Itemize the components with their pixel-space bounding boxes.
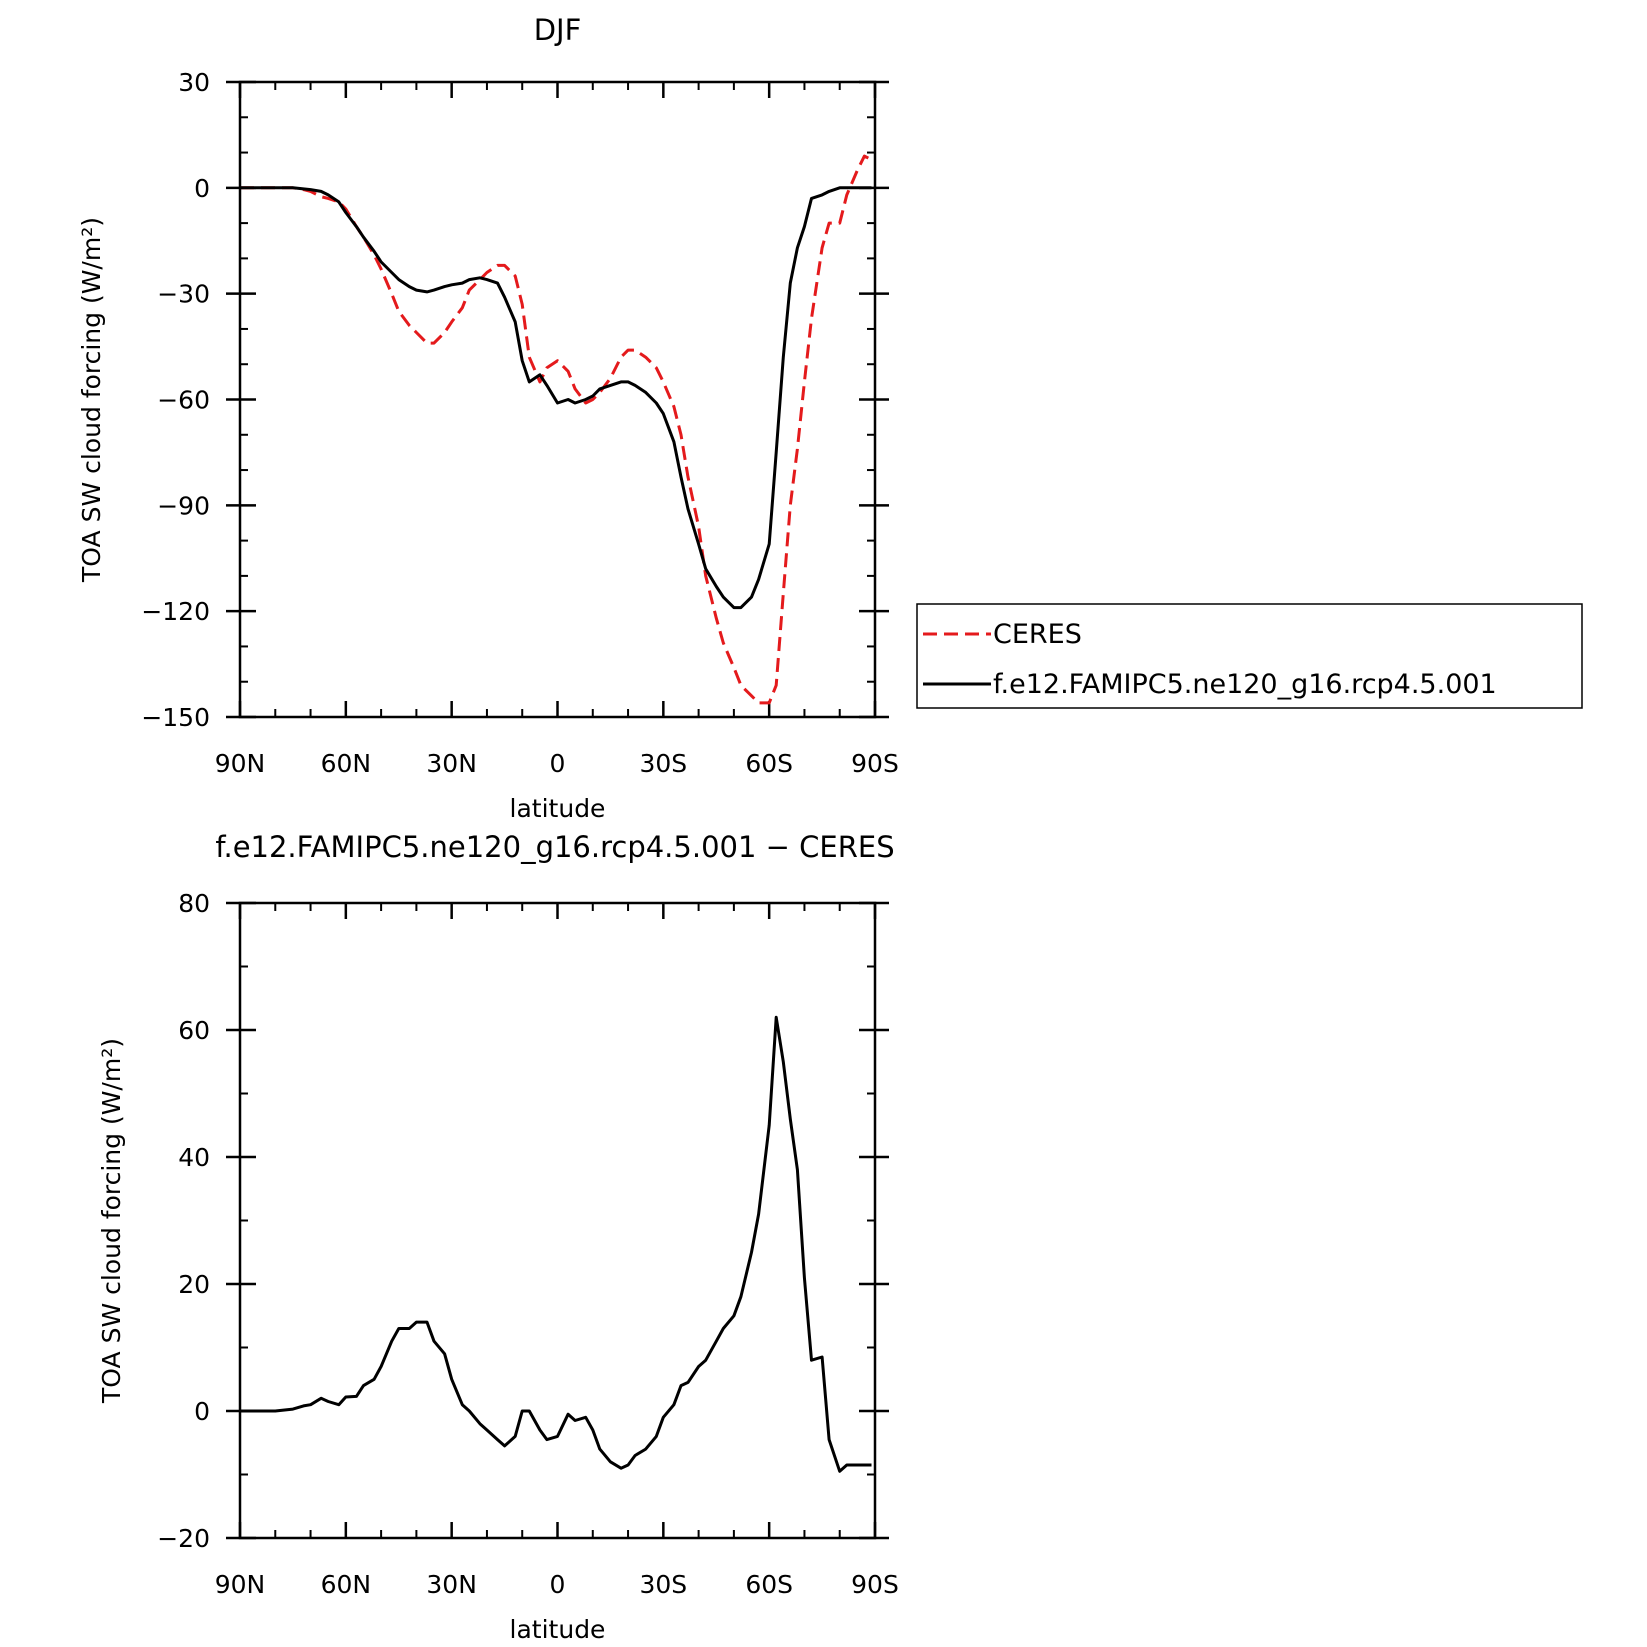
y-tick-label: 60 xyxy=(178,1016,210,1045)
bottom-plot-lines xyxy=(240,1015,872,1473)
y-tick-label: −20 xyxy=(157,1524,210,1553)
bottom-panel: f.e12.FAMIPC5.ne120_g16.rcp4.5.001 − CER… xyxy=(97,830,899,1644)
y-tick-label: −30 xyxy=(157,280,210,309)
y-tick-label: −150 xyxy=(141,703,210,732)
legend-label-model: f.e12.FAMIPC5.ne120_g16.rcp4.5.001 xyxy=(993,669,1497,700)
legend-label-ceres: CERES xyxy=(993,619,1082,650)
x-tick-label: 90S xyxy=(851,749,899,778)
x-tick-label: 0 xyxy=(550,749,566,778)
y-tick-label: 0 xyxy=(194,1397,210,1426)
x-tick-label: 90S xyxy=(851,1570,899,1599)
x-tick-label: 60N xyxy=(321,1570,372,1599)
x-tick-label: 30N xyxy=(426,749,477,778)
x-tick-label: 90N xyxy=(215,1570,266,1599)
y-tick-label: 30 xyxy=(178,68,210,97)
y-tick-label: 40 xyxy=(178,1143,210,1172)
top-panel: DJF TOA SW cloud forcing (W/m²) latitude… xyxy=(77,13,899,823)
bottom-chart-title: f.e12.FAMIPC5.ne120_g16.rcp4.5.001 − CER… xyxy=(215,830,894,864)
x-tick-label: 0 xyxy=(550,1570,566,1599)
x-tick-label: 30S xyxy=(639,1570,687,1599)
series-line-model xyxy=(240,186,872,610)
x-tick-label: 60N xyxy=(321,749,372,778)
bottom-y-axis-label: TOA SW cloud forcing (W/m²) xyxy=(97,1038,126,1404)
y-tick-label: 0 xyxy=(194,174,210,203)
legend-box xyxy=(916,603,1583,709)
series-line-difference xyxy=(240,1015,872,1473)
top-x-axis-label: latitude xyxy=(510,794,606,823)
top-chart-title: DJF xyxy=(534,13,582,47)
y-tick-label: 80 xyxy=(178,889,210,918)
bottom-plot-frame xyxy=(238,901,877,1540)
y-tick-label: −90 xyxy=(157,491,210,520)
x-tick-label: 30N xyxy=(426,1570,477,1599)
x-tick-label: 60S xyxy=(745,1570,793,1599)
bottom-x-axis-label: latitude xyxy=(510,1615,606,1644)
top-axis-ticks: 90N 60N 30N 0 30S 60S 90S 30 0 −30 −60 −90 −120 −150 xyxy=(141,68,899,778)
x-tick-label: 60S xyxy=(745,749,793,778)
y-tick-label: −60 xyxy=(157,386,210,415)
top-plot-frame xyxy=(238,80,877,719)
top-plot-lines xyxy=(240,154,873,705)
y-tick-label: −120 xyxy=(141,597,210,626)
y-tick-label: 20 xyxy=(178,1270,210,1299)
x-tick-label: 30S xyxy=(639,749,687,778)
bottom-axis-ticks: 90N 60N 30N 0 30S 60S 90S 80 60 40 20 0 −20 xyxy=(157,889,899,1599)
x-tick-label: 90N xyxy=(215,749,266,778)
legend: CERES f.e12.FAMIPC5.ne120_g16.rcp4.5.001 xyxy=(916,603,1583,709)
top-y-axis-label: TOA SW cloud forcing (W/m²) xyxy=(77,217,106,583)
